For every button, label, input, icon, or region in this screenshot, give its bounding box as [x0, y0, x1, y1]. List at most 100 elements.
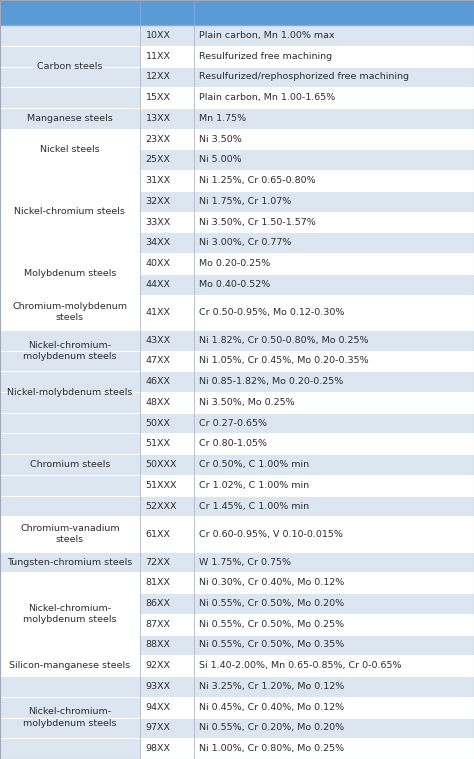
Text: 97XX: 97XX: [146, 723, 171, 732]
Text: Ni 3.50%, Mo 0.25%: Ni 3.50%, Mo 0.25%: [199, 398, 295, 407]
Bar: [0, 25, 474, 46]
Text: Mo 0.40-0.52%: Mo 0.40-0.52%: [199, 280, 270, 288]
Text: Ni 1.82%, Cr 0.50-0.80%, Mo 0.25%: Ni 1.82%, Cr 0.50-0.80%, Mo 0.25%: [199, 335, 369, 345]
Text: Ni 1.00%, Cr 0.80%, Mo 0.25%: Ni 1.00%, Cr 0.80%, Mo 0.25%: [199, 744, 344, 753]
Bar: [0, 150, 474, 170]
Text: W 1.75%, Cr 0.75%: W 1.75%, Cr 0.75%: [199, 558, 291, 566]
Text: Plain carbon, Mn 1.00% max: Plain carbon, Mn 1.00% max: [199, 31, 335, 40]
Bar: [0, 635, 474, 655]
Bar: [0, 253, 140, 294]
Text: Chromium-vanadium
steels: Chromium-vanadium steels: [20, 524, 120, 544]
Text: 51XXX: 51XXX: [146, 480, 177, 490]
Text: Resulfurized free machining: Resulfurized free machining: [199, 52, 332, 61]
Text: 32XX: 32XX: [146, 197, 171, 206]
Text: Nickel-molybdenum steels: Nickel-molybdenum steels: [7, 388, 133, 396]
Text: Ni 0.55%, Cr 0.50%, Mo 0.35%: Ni 0.55%, Cr 0.50%, Mo 0.35%: [199, 641, 344, 650]
Bar: [0, 191, 474, 212]
Bar: [0, 46, 474, 67]
Text: Plain carbon, Mn 1.00-1.65%: Plain carbon, Mn 1.00-1.65%: [199, 93, 335, 102]
Bar: [0, 454, 474, 475]
Text: Cr 0.60-0.95%, V 0.10-0.015%: Cr 0.60-0.95%, V 0.10-0.015%: [199, 530, 343, 539]
Bar: [0, 614, 474, 635]
Bar: [0, 676, 140, 759]
Text: 88XX: 88XX: [146, 641, 171, 650]
Bar: [0, 496, 474, 516]
Text: 12XX: 12XX: [146, 72, 171, 81]
Text: 93XX: 93XX: [146, 682, 171, 691]
Text: 11XX: 11XX: [146, 52, 171, 61]
Text: 51XX: 51XX: [146, 439, 171, 449]
Bar: [0, 655, 140, 676]
Text: Cr 1.02%, C 1.00% min: Cr 1.02%, C 1.00% min: [199, 480, 309, 490]
Text: 34XX: 34XX: [146, 238, 171, 247]
Bar: [0, 108, 140, 129]
Bar: [0, 552, 474, 572]
Bar: [0, 294, 474, 330]
Text: Molybdenum steels: Molybdenum steels: [24, 269, 116, 279]
Text: Ni 3.25%, Cr 1.20%, Mo 0.12%: Ni 3.25%, Cr 1.20%, Mo 0.12%: [199, 682, 344, 691]
Text: Carbon steels: Carbon steels: [37, 62, 102, 71]
Text: 61XX: 61XX: [146, 530, 171, 539]
Text: Resulfurized/rephosphorized free machining: Resulfurized/rephosphorized free machini…: [199, 72, 409, 81]
Text: 46XX: 46XX: [146, 377, 171, 386]
Text: 86XX: 86XX: [146, 599, 171, 608]
Text: Ni 0.45%, Cr 0.40%, Mo 0.12%: Ni 0.45%, Cr 0.40%, Mo 0.12%: [199, 703, 344, 712]
Bar: [0, 697, 474, 717]
Bar: [0, 87, 474, 108]
Bar: [0, 413, 140, 516]
Bar: [0, 67, 474, 87]
Text: 47XX: 47XX: [146, 357, 171, 365]
Text: Mn 1.75%: Mn 1.75%: [199, 114, 246, 123]
Bar: [0, 351, 474, 371]
Text: Cr 1.45%, C 1.00% min: Cr 1.45%, C 1.00% min: [199, 502, 309, 511]
Bar: [0, 552, 140, 572]
Bar: [0, 330, 474, 351]
Text: Ni 0.30%, Cr 0.40%, Mo 0.12%: Ni 0.30%, Cr 0.40%, Mo 0.12%: [199, 578, 344, 587]
Bar: [0, 170, 474, 191]
Text: Ni 3.50%, Cr 1.50-1.57%: Ni 3.50%, Cr 1.50-1.57%: [199, 218, 316, 226]
Bar: [0, 572, 474, 593]
Text: Ni 3.00%, Cr 0.77%: Ni 3.00%, Cr 0.77%: [199, 238, 292, 247]
Bar: [0, 294, 140, 330]
Bar: [0, 274, 474, 294]
Text: Ni 3.50%: Ni 3.50%: [199, 134, 242, 143]
Text: 48XX: 48XX: [146, 398, 171, 407]
Text: 13XX: 13XX: [146, 114, 171, 123]
Bar: [0, 413, 474, 433]
Text: 40XX: 40XX: [146, 259, 171, 268]
Text: 81XX: 81XX: [146, 578, 171, 587]
Text: Ni 1.25%, Cr 0.65-0.80%: Ni 1.25%, Cr 0.65-0.80%: [199, 176, 316, 185]
Bar: [0, 717, 474, 739]
Text: Nickel-chromium steels: Nickel-chromium steels: [15, 207, 125, 216]
Text: Cr 0.50%, C 1.00% min: Cr 0.50%, C 1.00% min: [199, 460, 309, 469]
Text: Nickel-chromium-
molybdenum steels: Nickel-chromium- molybdenum steels: [23, 341, 117, 361]
Text: 72XX: 72XX: [146, 558, 171, 566]
Text: 10XX: 10XX: [146, 31, 171, 40]
Text: Manganese steels: Manganese steels: [27, 114, 113, 123]
Text: Ni 0.55%, Cr 0.50%, Mo 0.25%: Ni 0.55%, Cr 0.50%, Mo 0.25%: [199, 620, 344, 628]
Text: Ni 1.75%, Cr 1.07%: Ni 1.75%, Cr 1.07%: [199, 197, 292, 206]
Bar: [0, 433, 474, 454]
Text: 31XX: 31XX: [146, 176, 171, 185]
Bar: [0, 392, 474, 413]
Text: 52XXX: 52XXX: [146, 502, 177, 511]
Text: Chromium-molybdenum
steels: Chromium-molybdenum steels: [12, 302, 128, 323]
Text: Ni 0.85-1.82%, Mo 0.20-0.25%: Ni 0.85-1.82%, Mo 0.20-0.25%: [199, 377, 343, 386]
Bar: [0, 371, 474, 392]
Bar: [0, 475, 474, 496]
Text: Tungsten-chromium steels: Tungsten-chromium steels: [7, 558, 133, 566]
Bar: [0, 572, 140, 655]
Text: Nickel-chromium-
molybdenum steels: Nickel-chromium- molybdenum steels: [23, 604, 117, 624]
Bar: [0, 25, 140, 108]
Bar: [0, 739, 474, 759]
Text: 43XX: 43XX: [146, 335, 171, 345]
Text: 87XX: 87XX: [146, 620, 171, 628]
Text: Silicon-manganese steels: Silicon-manganese steels: [9, 661, 130, 670]
Text: Ni 0.55%, Cr 0.50%, Mo 0.20%: Ni 0.55%, Cr 0.50%, Mo 0.20%: [199, 599, 344, 608]
Text: Ni 1.05%, Cr 0.45%, Mo 0.20-0.35%: Ni 1.05%, Cr 0.45%, Mo 0.20-0.35%: [199, 357, 369, 365]
Bar: [0, 593, 474, 614]
Bar: [0, 232, 474, 253]
Bar: [0, 371, 140, 413]
Bar: [0, 129, 140, 170]
Bar: [0, 330, 140, 371]
